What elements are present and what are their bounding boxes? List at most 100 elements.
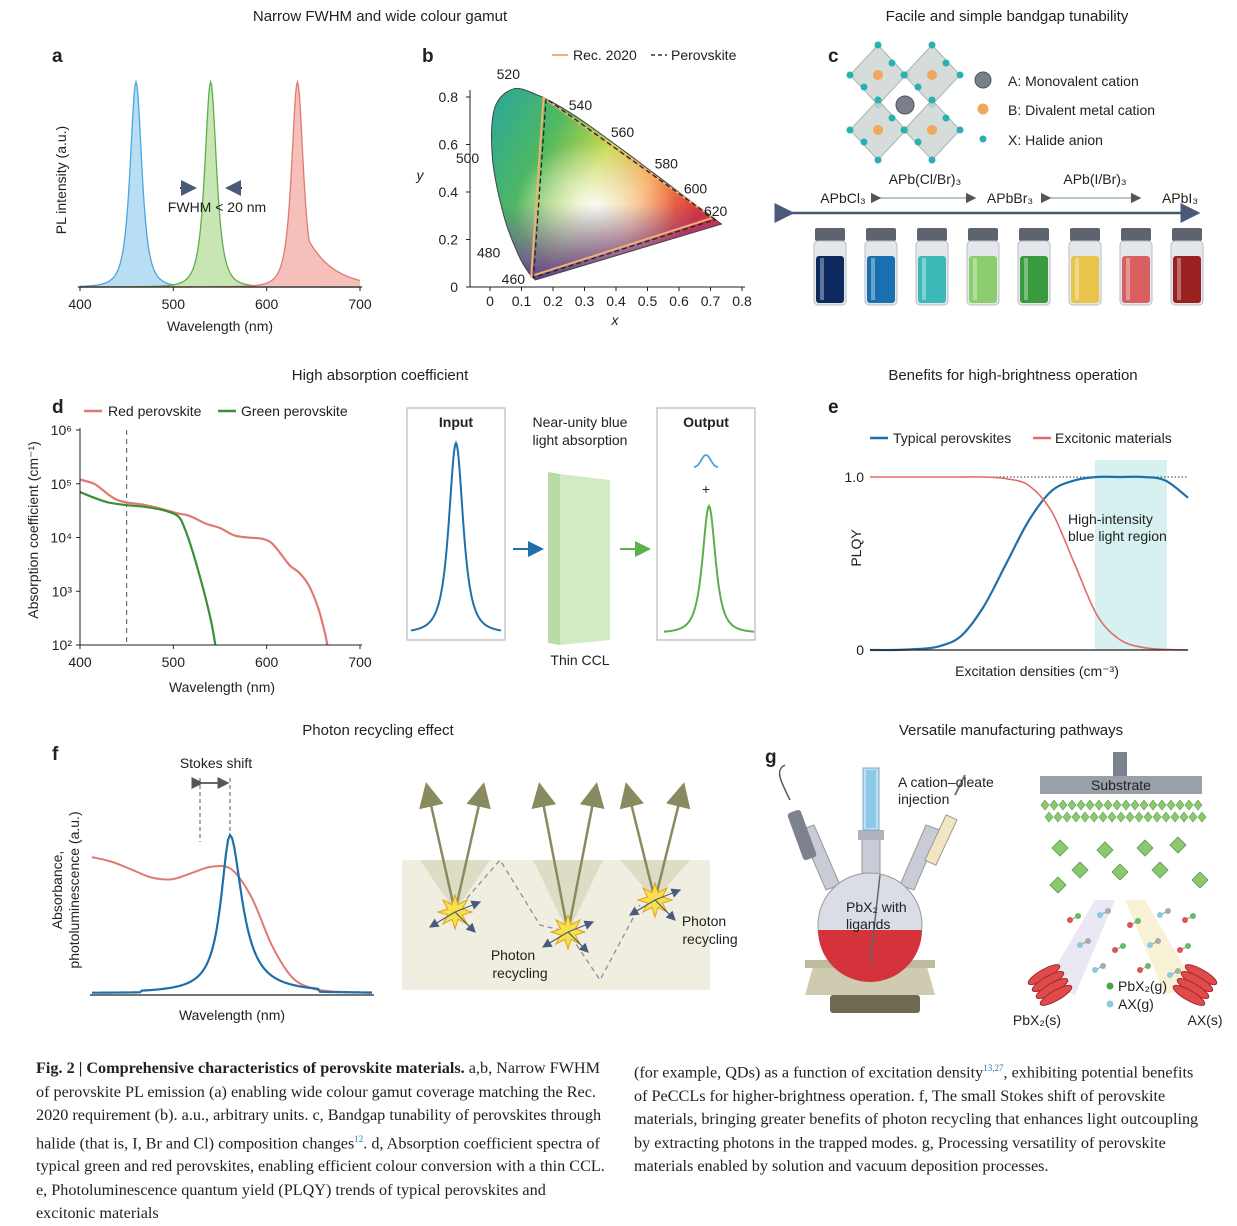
molecule-atom [1167,972,1173,978]
deposited-crystal [1125,811,1135,823]
crystal-cluster [1049,876,1067,894]
x-site-atom [914,138,922,146]
fwhm-annotation: FWHM < 20 nm [168,199,266,215]
vial-cap [1121,228,1151,241]
crystal-cluster [1096,841,1114,859]
crystal-cluster [1111,863,1129,881]
molecule-atom [1137,967,1143,973]
composition-i: APbI₃ [1162,190,1198,206]
x-site-atom [874,41,882,49]
vial-highlight [1075,258,1079,300]
d-ytick-label: 10³ [52,583,73,599]
deposited-crystal [1188,811,1198,823]
section-title-d: High absorption coefficient [292,367,469,384]
e-ylabel: PLQY [848,529,864,567]
thin-ccl-label: Thin CCL [550,652,609,668]
scatter-arrow-icon [654,888,682,901]
monovalent-cation-icon [974,71,992,89]
x-site-atom [956,71,964,79]
d-ytick-label: 10² [52,637,73,653]
d-ylabel: Absorption coefficient (cm⁻¹) [25,441,41,619]
wavelength-label: 580 [655,155,679,171]
scatter-arrow-icon [454,900,482,913]
chart-a: 400 500 600 700 [68,79,372,312]
caption-ref-2[interactable]: 13,27 [983,1063,1004,1073]
stokes-shift-label: Stokes shift [180,755,252,771]
composition-cl: APbCl₃ [820,190,865,206]
deposited-crystal [1107,811,1117,823]
b-site-atom [927,125,937,135]
absorption-label-2: light absorption [533,432,628,448]
legend-x: X: Halide anion [1008,132,1103,148]
panel-label-b: b [422,46,434,67]
b-xtick-label: 0.4 [606,293,626,309]
molecule-atom [1177,947,1183,953]
x-site-atom [928,96,936,104]
f-xlabel: Wavelength (nm) [179,1007,285,1023]
a-xtick-label: 700 [348,296,372,312]
deposited-crystal [1085,799,1095,811]
emitted-photon-arrow-icon [453,782,491,913]
x-site-atom [874,96,882,104]
crystal-cluster [1151,861,1169,879]
absorbance-line [91,856,373,994]
e-ytick-0: 0 [856,642,864,658]
scatter-arrow-icon [654,899,676,921]
section-title-e: Benefits for high-brightness operation [888,367,1137,384]
wavelength-label: 620 [704,203,728,219]
substrate-label: Substrate [1091,777,1151,793]
d-xtick-label: 600 [255,654,279,670]
vial-cap [1070,228,1100,241]
crystal-cluster [1169,836,1187,854]
panel-label-e: e [828,397,839,418]
absorption-label-1: Near-unity blue [533,414,628,430]
deposited-crystal [1152,811,1162,823]
thin-ccl-layer [560,474,610,645]
d-xlabel: Wavelength (nm) [169,679,275,695]
x-site-atom [900,126,908,134]
caption-fig-title: Fig. 2 | Comprehensive characteristics o… [36,1059,465,1077]
vial-cap [1172,228,1202,241]
pl-peak-fill [80,82,360,287]
ccl-edge [548,472,560,645]
caption-right: (for example, QDs) as a function of exci… [634,1057,1204,1179]
deposited-crystal [1184,799,1194,811]
vial-highlight [1024,258,1028,300]
chart-f [90,832,374,996]
caption-ref-1[interactable]: 12 [354,1133,364,1144]
crystal-cluster [1191,871,1209,889]
output-green-peak [663,503,755,633]
panel-label-d: d [52,397,64,418]
vial-solution [816,256,844,303]
deposited-crystal [1062,811,1072,823]
x-site-atom [874,156,882,164]
halide-anion-icon [979,135,987,143]
deposited-crystal [1098,811,1108,823]
d-xtick-label: 500 [162,654,186,670]
x-site-atom [942,114,950,122]
molecule-atom [1067,917,1073,923]
section-title-c: Facile and simple bandgap tunability [886,8,1129,25]
e-annotation-1: High-intensity [1068,511,1153,527]
wavelength-label: 560 [611,124,635,140]
section-title-ab: Narrow FWHM and wide colour gamut [253,8,508,25]
x-site-atom [846,126,854,134]
legend-excitonic-materials: Excitonic materials [1055,430,1172,446]
deposited-crystal [1161,811,1171,823]
plus-sign: + [702,481,710,497]
b-xtick-label: 0.2 [543,293,563,309]
caption-left-text-2: . d, Absorption coefficient spectra of t… [36,1133,605,1223]
molecule-atom [1155,938,1161,944]
x-site-atom [928,156,936,164]
b-xtick-label: 0.5 [638,293,658,309]
deposited-crystal [1044,811,1054,823]
flask-label-1: PbX₂ with [846,899,907,915]
output-label: Output [683,414,729,430]
caption-left-text: a,b, Narrow FWHM of perovskite PL emissi… [36,1059,602,1152]
vial-solution [1122,256,1150,303]
emitted-photon-arrow-icon [619,782,657,901]
x-site-atom [928,41,936,49]
x-site-atom [914,83,922,91]
b-ytick-label: 0.2 [439,232,459,248]
